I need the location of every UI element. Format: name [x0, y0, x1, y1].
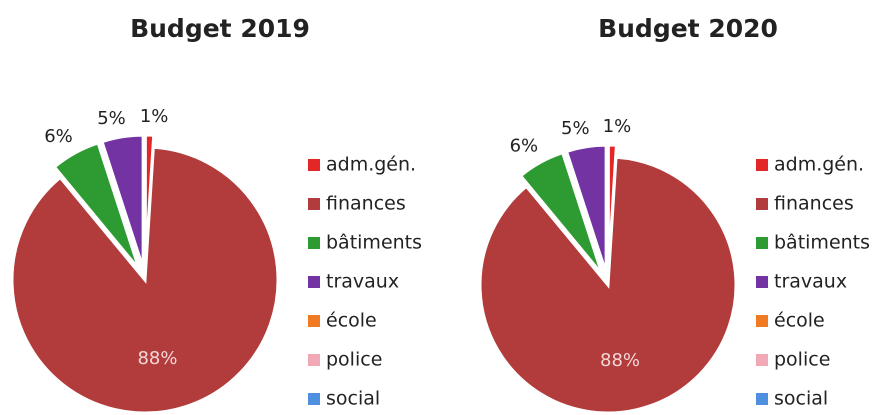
- legend-label: police: [774, 349, 830, 371]
- legend-label: finances: [774, 193, 854, 215]
- chart-title: Budget 2020: [598, 14, 778, 43]
- legend-swatch: [756, 354, 768, 366]
- data-label: 88%: [600, 350, 640, 371]
- chart-title: Budget 2019: [130, 14, 310, 43]
- legend-swatch: [756, 393, 768, 405]
- pie-slice: [478, 155, 738, 415]
- data-label: 88%: [137, 348, 177, 369]
- pie-slice: [564, 143, 608, 274]
- legend-label: bâtiments: [774, 232, 870, 254]
- legend-label: travaux: [774, 271, 847, 293]
- legend-label: école: [774, 310, 825, 332]
- legend-label: adm.gén.: [774, 154, 864, 176]
- legend-label: social: [774, 388, 828, 410]
- legend-swatch: [756, 315, 768, 327]
- pie-slice: [52, 141, 141, 271]
- legend-label: école: [326, 310, 377, 332]
- data-label: 1%: [140, 106, 169, 127]
- pie-slice: [518, 150, 604, 276]
- legend-label: police: [326, 349, 382, 371]
- data-label: 6%: [510, 136, 539, 157]
- legend-swatch: [308, 198, 320, 210]
- data-label: 5%: [561, 118, 590, 139]
- legend-swatch: [308, 276, 320, 288]
- pie-slice: [100, 133, 145, 269]
- legend-label: social: [326, 388, 380, 410]
- legend-swatch: [756, 276, 768, 288]
- data-label: 1%: [603, 116, 632, 137]
- legend-swatch: [308, 159, 320, 171]
- pie-slice: [10, 145, 280, 415]
- legend-label: adm.gén.: [326, 154, 416, 176]
- legend-swatch: [308, 237, 320, 249]
- legend-swatch: [308, 354, 320, 366]
- legend-swatch: [756, 237, 768, 249]
- legend-label: bâtiments: [326, 232, 422, 254]
- legend-swatch: [756, 159, 768, 171]
- legend-swatch: [308, 393, 320, 405]
- data-label: 5%: [97, 108, 126, 129]
- legend-swatch: [308, 315, 320, 327]
- legend-label: travaux: [326, 271, 399, 293]
- data-label: 6%: [44, 126, 73, 147]
- legend-swatch: [756, 198, 768, 210]
- legend-label: finances: [326, 193, 406, 215]
